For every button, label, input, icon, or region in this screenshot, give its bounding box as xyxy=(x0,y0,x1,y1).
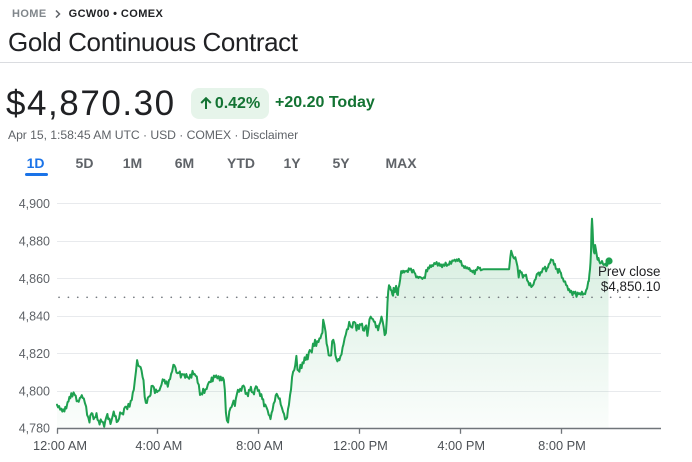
svg-text:Prev close: Prev close xyxy=(598,264,661,279)
svg-text:4,800: 4,800 xyxy=(19,384,50,398)
svg-text:$4,850.10: $4,850.10 xyxy=(601,279,661,294)
svg-text:4,820: 4,820 xyxy=(19,347,50,361)
svg-text:8:00 PM: 8:00 PM xyxy=(538,438,586,453)
svg-text:4,840: 4,840 xyxy=(19,309,50,323)
svg-text:4,860: 4,860 xyxy=(19,272,50,286)
svg-text:8:00 AM: 8:00 AM xyxy=(236,438,283,453)
svg-text:4:00 AM: 4:00 AM xyxy=(135,438,182,453)
svg-text:4,900: 4,900 xyxy=(19,197,50,211)
svg-text:4:00 PM: 4:00 PM xyxy=(437,438,485,453)
svg-text:12:00 PM: 12:00 PM xyxy=(333,438,388,453)
svg-text:4,880: 4,880 xyxy=(19,235,50,249)
svg-text:12:00 AM: 12:00 AM xyxy=(33,438,87,453)
svg-text:4,780: 4,780 xyxy=(19,422,50,436)
